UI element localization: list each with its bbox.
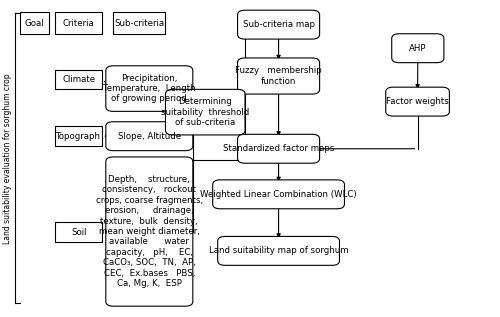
- FancyBboxPatch shape: [114, 12, 166, 34]
- Text: Land suitability evaluation for sorghum crop: Land suitability evaluation for sorghum …: [3, 73, 12, 244]
- Text: Sub-criteria map: Sub-criteria map: [242, 20, 314, 29]
- FancyBboxPatch shape: [106, 122, 193, 151]
- Text: Fuzzy   membership
function: Fuzzy membership function: [235, 66, 322, 86]
- Text: Precipitation,
Temperature,  Length
of growing period: Precipitation, Temperature, Length of gr…: [103, 74, 196, 103]
- Text: Criteria: Criteria: [63, 19, 94, 28]
- Text: Goal: Goal: [25, 19, 44, 28]
- FancyBboxPatch shape: [238, 58, 320, 94]
- Text: Soil: Soil: [71, 228, 86, 236]
- Text: Determining
suitability  threshold
of sub-criteria: Determining suitability threshold of sub…: [161, 97, 250, 127]
- Text: Weighted Linear Combination (WLC): Weighted Linear Combination (WLC): [200, 190, 357, 199]
- FancyBboxPatch shape: [55, 12, 102, 34]
- Text: Land suitability map of sorghum: Land suitability map of sorghum: [209, 246, 348, 256]
- FancyBboxPatch shape: [166, 89, 245, 135]
- FancyBboxPatch shape: [55, 126, 102, 146]
- FancyBboxPatch shape: [218, 236, 340, 265]
- FancyBboxPatch shape: [238, 10, 320, 39]
- FancyBboxPatch shape: [392, 34, 444, 63]
- FancyBboxPatch shape: [55, 70, 102, 89]
- Text: Slope, Altitude: Slope, Altitude: [118, 132, 181, 141]
- FancyBboxPatch shape: [386, 87, 450, 116]
- FancyBboxPatch shape: [212, 180, 344, 209]
- Text: Standardized factor maps: Standardized factor maps: [223, 144, 334, 153]
- Text: Climate: Climate: [62, 75, 96, 84]
- Text: Depth,    structure,
consistency,   rockout
crops, coarse fragments,
erosion,   : Depth, structure, consistency, rockout c…: [96, 175, 203, 288]
- Text: Factor weights: Factor weights: [386, 97, 449, 106]
- FancyBboxPatch shape: [238, 134, 320, 163]
- Text: Sub-criteria: Sub-criteria: [114, 19, 164, 28]
- FancyBboxPatch shape: [20, 12, 49, 34]
- Text: AHP: AHP: [409, 44, 426, 53]
- Text: Topograph: Topograph: [56, 132, 101, 141]
- FancyBboxPatch shape: [106, 157, 193, 306]
- FancyBboxPatch shape: [106, 66, 193, 111]
- FancyBboxPatch shape: [55, 222, 102, 242]
